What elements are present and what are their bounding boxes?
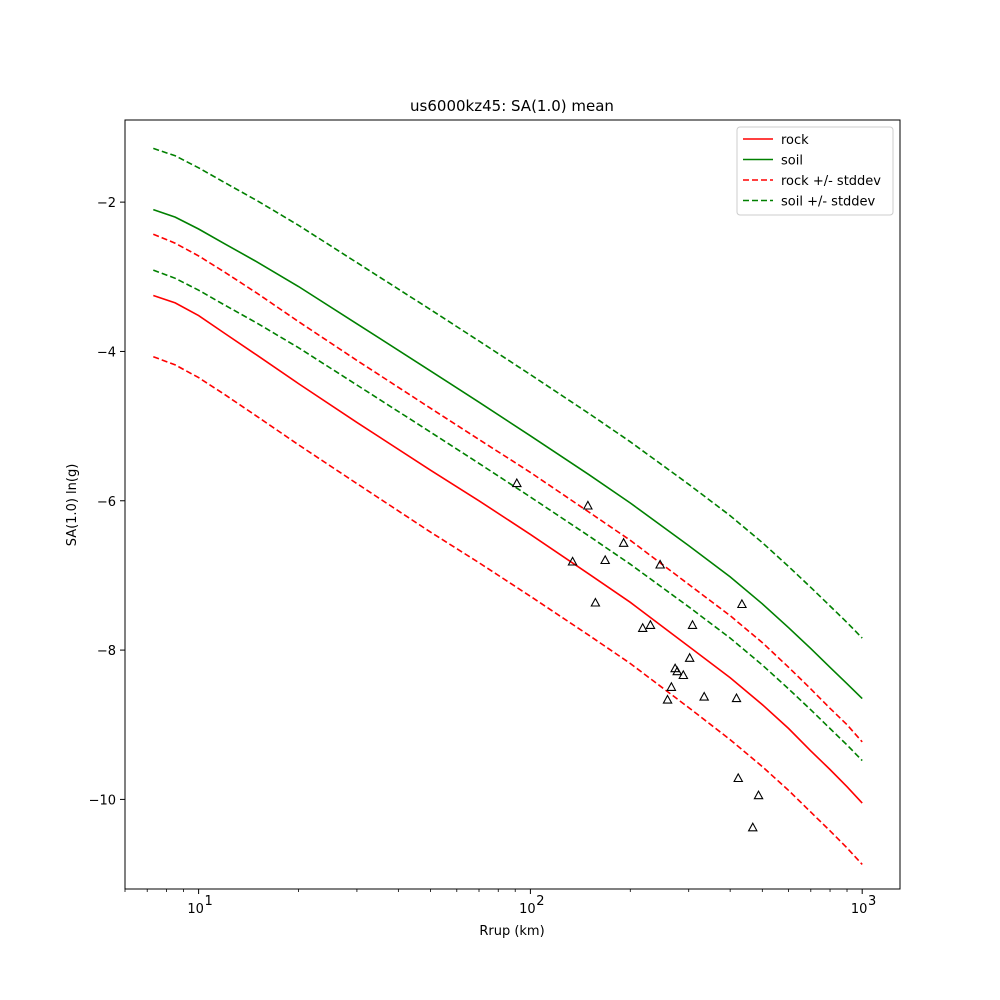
y-tick-label-1: −4: [97, 345, 116, 360]
data-point-19: [736, 598, 748, 609]
data-point-13: [678, 669, 689, 680]
data-point-20: [747, 822, 758, 832]
x-tick-label-1: 10: [519, 902, 536, 917]
legend-box: [736, 126, 894, 216]
data-point-4: [600, 554, 611, 565]
y-tick-label-0: −2: [97, 196, 116, 211]
series-line-rock: [153, 294, 863, 804]
legend-label-3: soil +/- stddev: [781, 195, 876, 210]
y-tick-label-4: −10: [89, 793, 116, 808]
data-point-3: [590, 597, 601, 607]
data-point-17: [731, 692, 742, 703]
y-axis-label: SA(1.0) ln(g): [65, 464, 80, 547]
legend-label-2: rock +/- stddev: [781, 174, 881, 189]
data-point-8: [655, 559, 666, 569]
data-point-15: [687, 619, 698, 629]
x-tick-exponent-0: 1: [204, 894, 212, 909]
y-tick-label-2: −6: [97, 495, 116, 510]
data-point-0: [511, 477, 522, 488]
series-line-rock-stddev: [152, 233, 863, 743]
data-point-5: [618, 537, 629, 547]
legend-label-0: rock: [781, 133, 809, 148]
x-tick-label-0: 10: [187, 902, 204, 917]
data-point-21: [753, 789, 764, 800]
series-line-rock-stddev: [153, 355, 863, 865]
data-point-6: [637, 622, 648, 632]
y-tick-label-3: −8: [97, 644, 116, 659]
series-line-soil-stddev: [153, 269, 863, 762]
data-point-7: [645, 619, 656, 629]
plot-area: [152, 147, 863, 865]
legend-label-1: soil: [781, 154, 803, 169]
legend: rock soil rock +/- stddev soil +/- stddev: [736, 126, 894, 216]
data-point-9: [662, 694, 673, 704]
data-point-2: [582, 500, 593, 510]
chart-title: us6000kz45: SA(1.0) mean: [410, 97, 614, 115]
data-point-16: [699, 691, 710, 701]
x-tick-exponent-1: 2: [536, 894, 544, 909]
data-point-10: [666, 681, 677, 691]
x-axis-label: Rrup (km): [479, 924, 544, 939]
series-line-soil-stddev: [153, 147, 863, 639]
x-tick-label-2: 10: [851, 902, 868, 917]
data-point-18: [733, 772, 744, 783]
series-line-soil: [153, 208, 863, 700]
data-point-14: [684, 652, 695, 662]
data-point-12: [672, 665, 683, 676]
data-point-1: [567, 556, 578, 566]
x-tick-exponent-2: 3: [868, 894, 876, 909]
plot-frame: [124, 119, 901, 890]
